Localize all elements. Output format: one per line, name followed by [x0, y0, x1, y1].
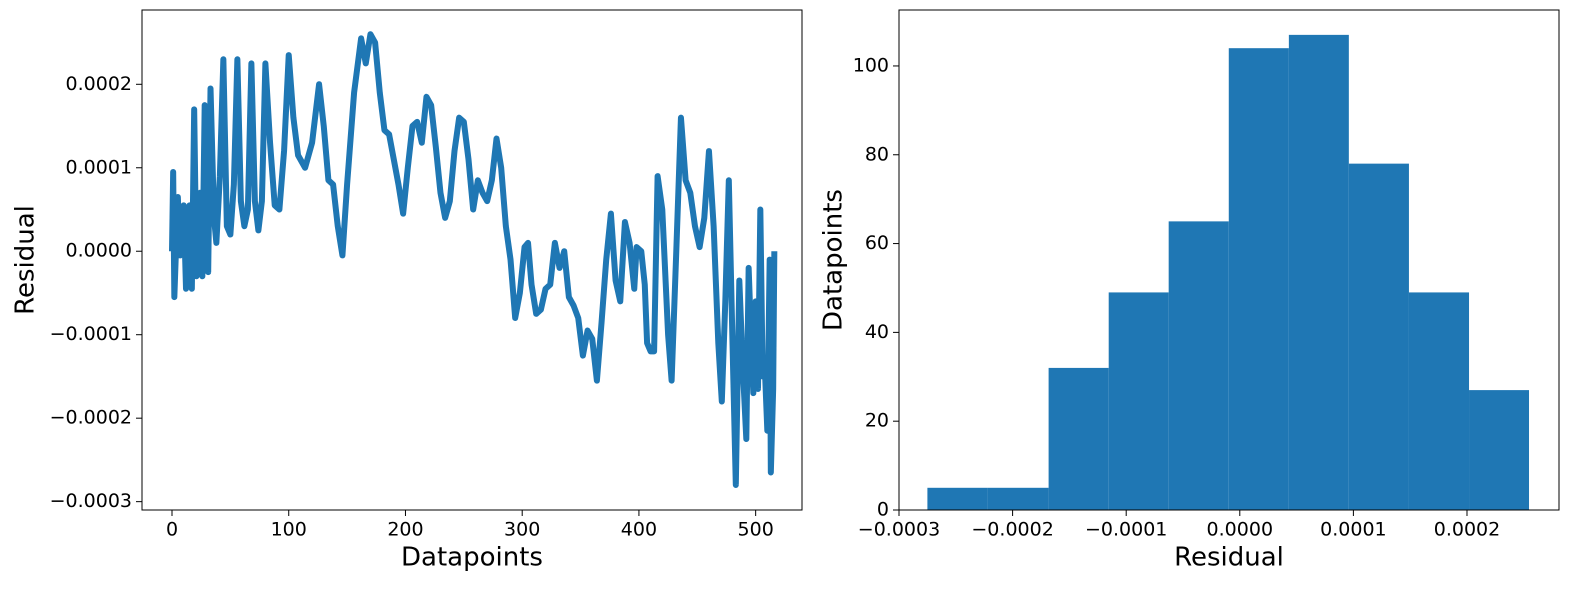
- x-tick-label: 400: [621, 519, 657, 541]
- hist-bar: [1408, 292, 1470, 510]
- y-tick-label: 100: [853, 54, 889, 76]
- hist-bar: [1348, 163, 1409, 510]
- hist-bar: [927, 487, 988, 510]
- y-tick-label: 20: [865, 410, 889, 432]
- y-axis-label: Residual: [11, 205, 41, 315]
- x-tick-label: 0: [166, 519, 178, 541]
- hist-bar: [1469, 390, 1530, 510]
- x-tick-label: 0.0001: [1320, 519, 1386, 541]
- x-tick-label: −0.0002: [971, 519, 1053, 541]
- x-tick-label: 300: [504, 519, 540, 541]
- y-tick-label: 0.0000: [66, 240, 132, 262]
- hist-bar: [1228, 48, 1289, 510]
- x-tick-label: 500: [738, 519, 774, 541]
- y-tick-label: −0.0003: [50, 490, 132, 512]
- y-tick-label: −0.0001: [50, 323, 132, 345]
- x-tick-label: 100: [271, 519, 307, 541]
- hist-bar: [1168, 221, 1229, 510]
- x-tick-label: 0.0002: [1434, 519, 1500, 541]
- x-axis-label: Residual: [1174, 543, 1284, 573]
- y-tick-label: 0.0002: [66, 73, 132, 95]
- axes-frame: [141, 9, 803, 511]
- y-tick-label: 60: [865, 232, 889, 254]
- axes-frame: [898, 9, 1560, 511]
- hist-bar: [1108, 292, 1169, 510]
- residual-line: [169, 31, 778, 488]
- hist-bar: [987, 487, 1049, 510]
- y-tick-label: −0.0002: [50, 407, 132, 429]
- y-axis-label: Datapoints: [819, 189, 849, 331]
- hist-bar: [1288, 34, 1349, 510]
- y-tick-label: 0: [877, 499, 889, 521]
- y-tick-label: 80: [865, 143, 889, 165]
- x-tick-label: −0.0001: [1085, 519, 1167, 541]
- x-tick-label: 0.0000: [1207, 519, 1273, 541]
- y-tick-label: 0.0001: [66, 156, 132, 178]
- hist-bar: [1048, 367, 1109, 510]
- x-tick-label: 200: [387, 519, 423, 541]
- x-axis-label: Datapoints: [401, 543, 543, 573]
- y-tick-label: 40: [865, 321, 889, 343]
- x-tick-label: −0.0003: [858, 519, 940, 541]
